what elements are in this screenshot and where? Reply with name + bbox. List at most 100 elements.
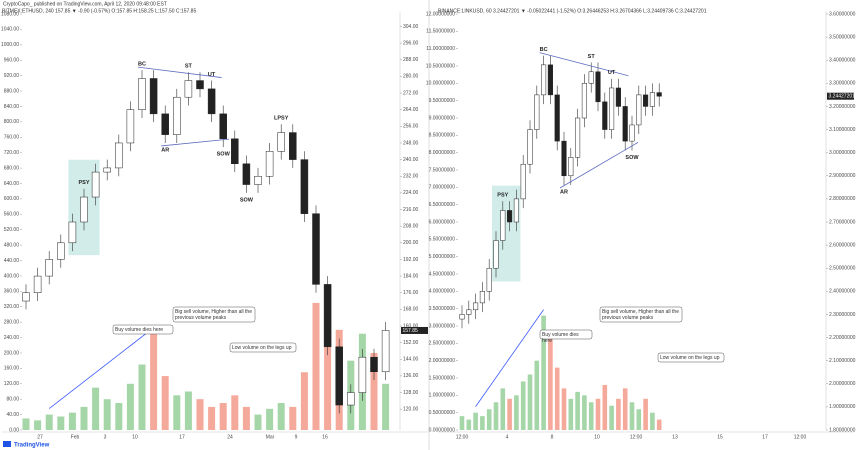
volume-tick-label: 680.00: [4, 165, 20, 171]
callout-box: [229, 342, 297, 353]
y-tick-label: 3.60000000: [829, 11, 856, 17]
resistance-line: [539, 52, 629, 77]
volume-tick-label: 240.00: [4, 335, 20, 341]
candle-body: [91, 171, 100, 198]
volume-tick-label: 11.50000000: [426, 29, 455, 35]
callout-text-wrap: Big sell volume, Higher than all the pre…: [602, 309, 679, 321]
y-tick-label: 144.00: [403, 357, 419, 363]
callout: Low volume on the legs up: [229, 342, 297, 353]
volume-bar: [514, 395, 519, 430]
candle-body: [370, 356, 378, 373]
x-tick-label: 24: [227, 434, 233, 440]
wyckoff-label: PSY: [78, 180, 89, 186]
x-tick-label: Mar: [266, 434, 275, 440]
candle-body: [636, 94, 642, 126]
candle-body: [479, 291, 485, 304]
volume-bar: [219, 403, 227, 430]
candle-body: [575, 117, 581, 158]
candle-body: [602, 101, 608, 130]
candle-body: [513, 198, 519, 223]
volume-tick-label: 200.00: [4, 350, 20, 356]
volume-tick-label: 8.50000000: [429, 133, 456, 139]
y-tick-label: 2.40000000: [829, 289, 856, 295]
wyckoff-label: SOW: [240, 197, 254, 203]
wyckoff-label: AR: [161, 147, 169, 153]
volume-bar: [370, 352, 378, 430]
volume-tick-label: 40.00: [6, 412, 19, 418]
candle-body: [554, 94, 560, 142]
volume-bar: [609, 405, 614, 430]
volume-tick-label: 11.00000000: [426, 46, 455, 52]
volume-bar: [507, 398, 512, 430]
candle-body: [22, 292, 30, 302]
y-tick-label: 2.10000000: [829, 358, 856, 364]
y-tick-label: 208.00: [403, 223, 419, 229]
volume-tick-label: 1.00000000: [429, 393, 456, 399]
y-tick-label: 296.00: [403, 40, 419, 46]
volume-bar: [80, 406, 88, 430]
resistance-line: [137, 66, 222, 78]
y-tick-label: 3.40000000: [829, 58, 856, 64]
last-price-tag: [827, 92, 854, 100]
callout-text: Buy volume dies here: [115, 326, 164, 333]
volume-tick-label: 2.50000000: [429, 341, 456, 347]
volume-bar: [312, 302, 320, 430]
volume-tick-label: 640.00: [4, 181, 20, 187]
y-tick-label: 280.00: [403, 74, 419, 80]
x-tick-label: 9: [295, 434, 298, 440]
x-tick-label: 4: [506, 434, 509, 440]
volume-bar: [622, 388, 628, 430]
candle-body: [289, 132, 297, 160]
y-tick-label: 3.10000000: [829, 127, 856, 133]
candle-body: [609, 87, 615, 130]
last-price-tag: [401, 326, 428, 334]
volume-bar: [473, 412, 478, 430]
volume-bar: [138, 364, 146, 430]
callout-text: Big sell volume, Higher than all the pre…: [175, 308, 252, 321]
candle-body: [547, 64, 553, 96]
candle-body: [500, 210, 506, 241]
candle-body: [381, 330, 390, 373]
candle-body: [265, 151, 274, 177]
volume-trend: [48, 327, 154, 409]
volume-tick-label: 120.00: [4, 381, 20, 387]
volume-tick-label: 9.50000000: [429, 98, 456, 104]
volume-bar: [277, 403, 285, 430]
candle-body: [622, 106, 628, 142]
volume-tick-label: 0.00000000: [429, 427, 456, 433]
wyckoff-label: AR: [560, 189, 568, 195]
volume-bar: [595, 398, 601, 430]
volume-tick-label: 440.00: [4, 258, 20, 264]
volume-bar: [34, 420, 42, 430]
y-tick-label: 120.00: [403, 407, 419, 413]
volume-bar: [254, 414, 262, 430]
candle-body: [347, 392, 355, 406]
candle-body: [541, 64, 547, 96]
candle-body: [207, 88, 216, 115]
x-tick-label: Feb: [71, 434, 80, 440]
volume-bar: [527, 374, 533, 430]
volume-bar: [115, 403, 123, 430]
volume-tick-label: 720.00: [4, 150, 20, 156]
volume-bar: [616, 398, 621, 430]
y-tick-label: 192.00: [403, 257, 419, 263]
candle-body: [277, 132, 285, 152]
wyckoff-label: PSY: [497, 193, 508, 199]
y-tick-label: 1.90000000: [829, 404, 856, 410]
y-tick-label: 2.50000000: [829, 266, 856, 272]
volume-bar: [231, 395, 239, 430]
volume-bar: [575, 391, 580, 430]
y-tick-label: 2.90000000: [829, 173, 856, 179]
volume-tick-label: 360.00: [4, 289, 20, 295]
volume-bar: [184, 391, 192, 430]
candle-body: [219, 113, 227, 140]
volume-bar: [150, 333, 158, 430]
y-tick-label: 2.70000000: [829, 219, 856, 225]
volume-tick-label: 1.50000000: [429, 375, 456, 381]
volume-tick-label: 2.00000000: [429, 358, 456, 364]
volume-bar: [126, 383, 134, 430]
volume-tick-label: 1080.00: [1, 11, 19, 17]
y-tick-label: 264.00: [403, 107, 419, 113]
wyckoff-label: ST: [588, 54, 596, 60]
